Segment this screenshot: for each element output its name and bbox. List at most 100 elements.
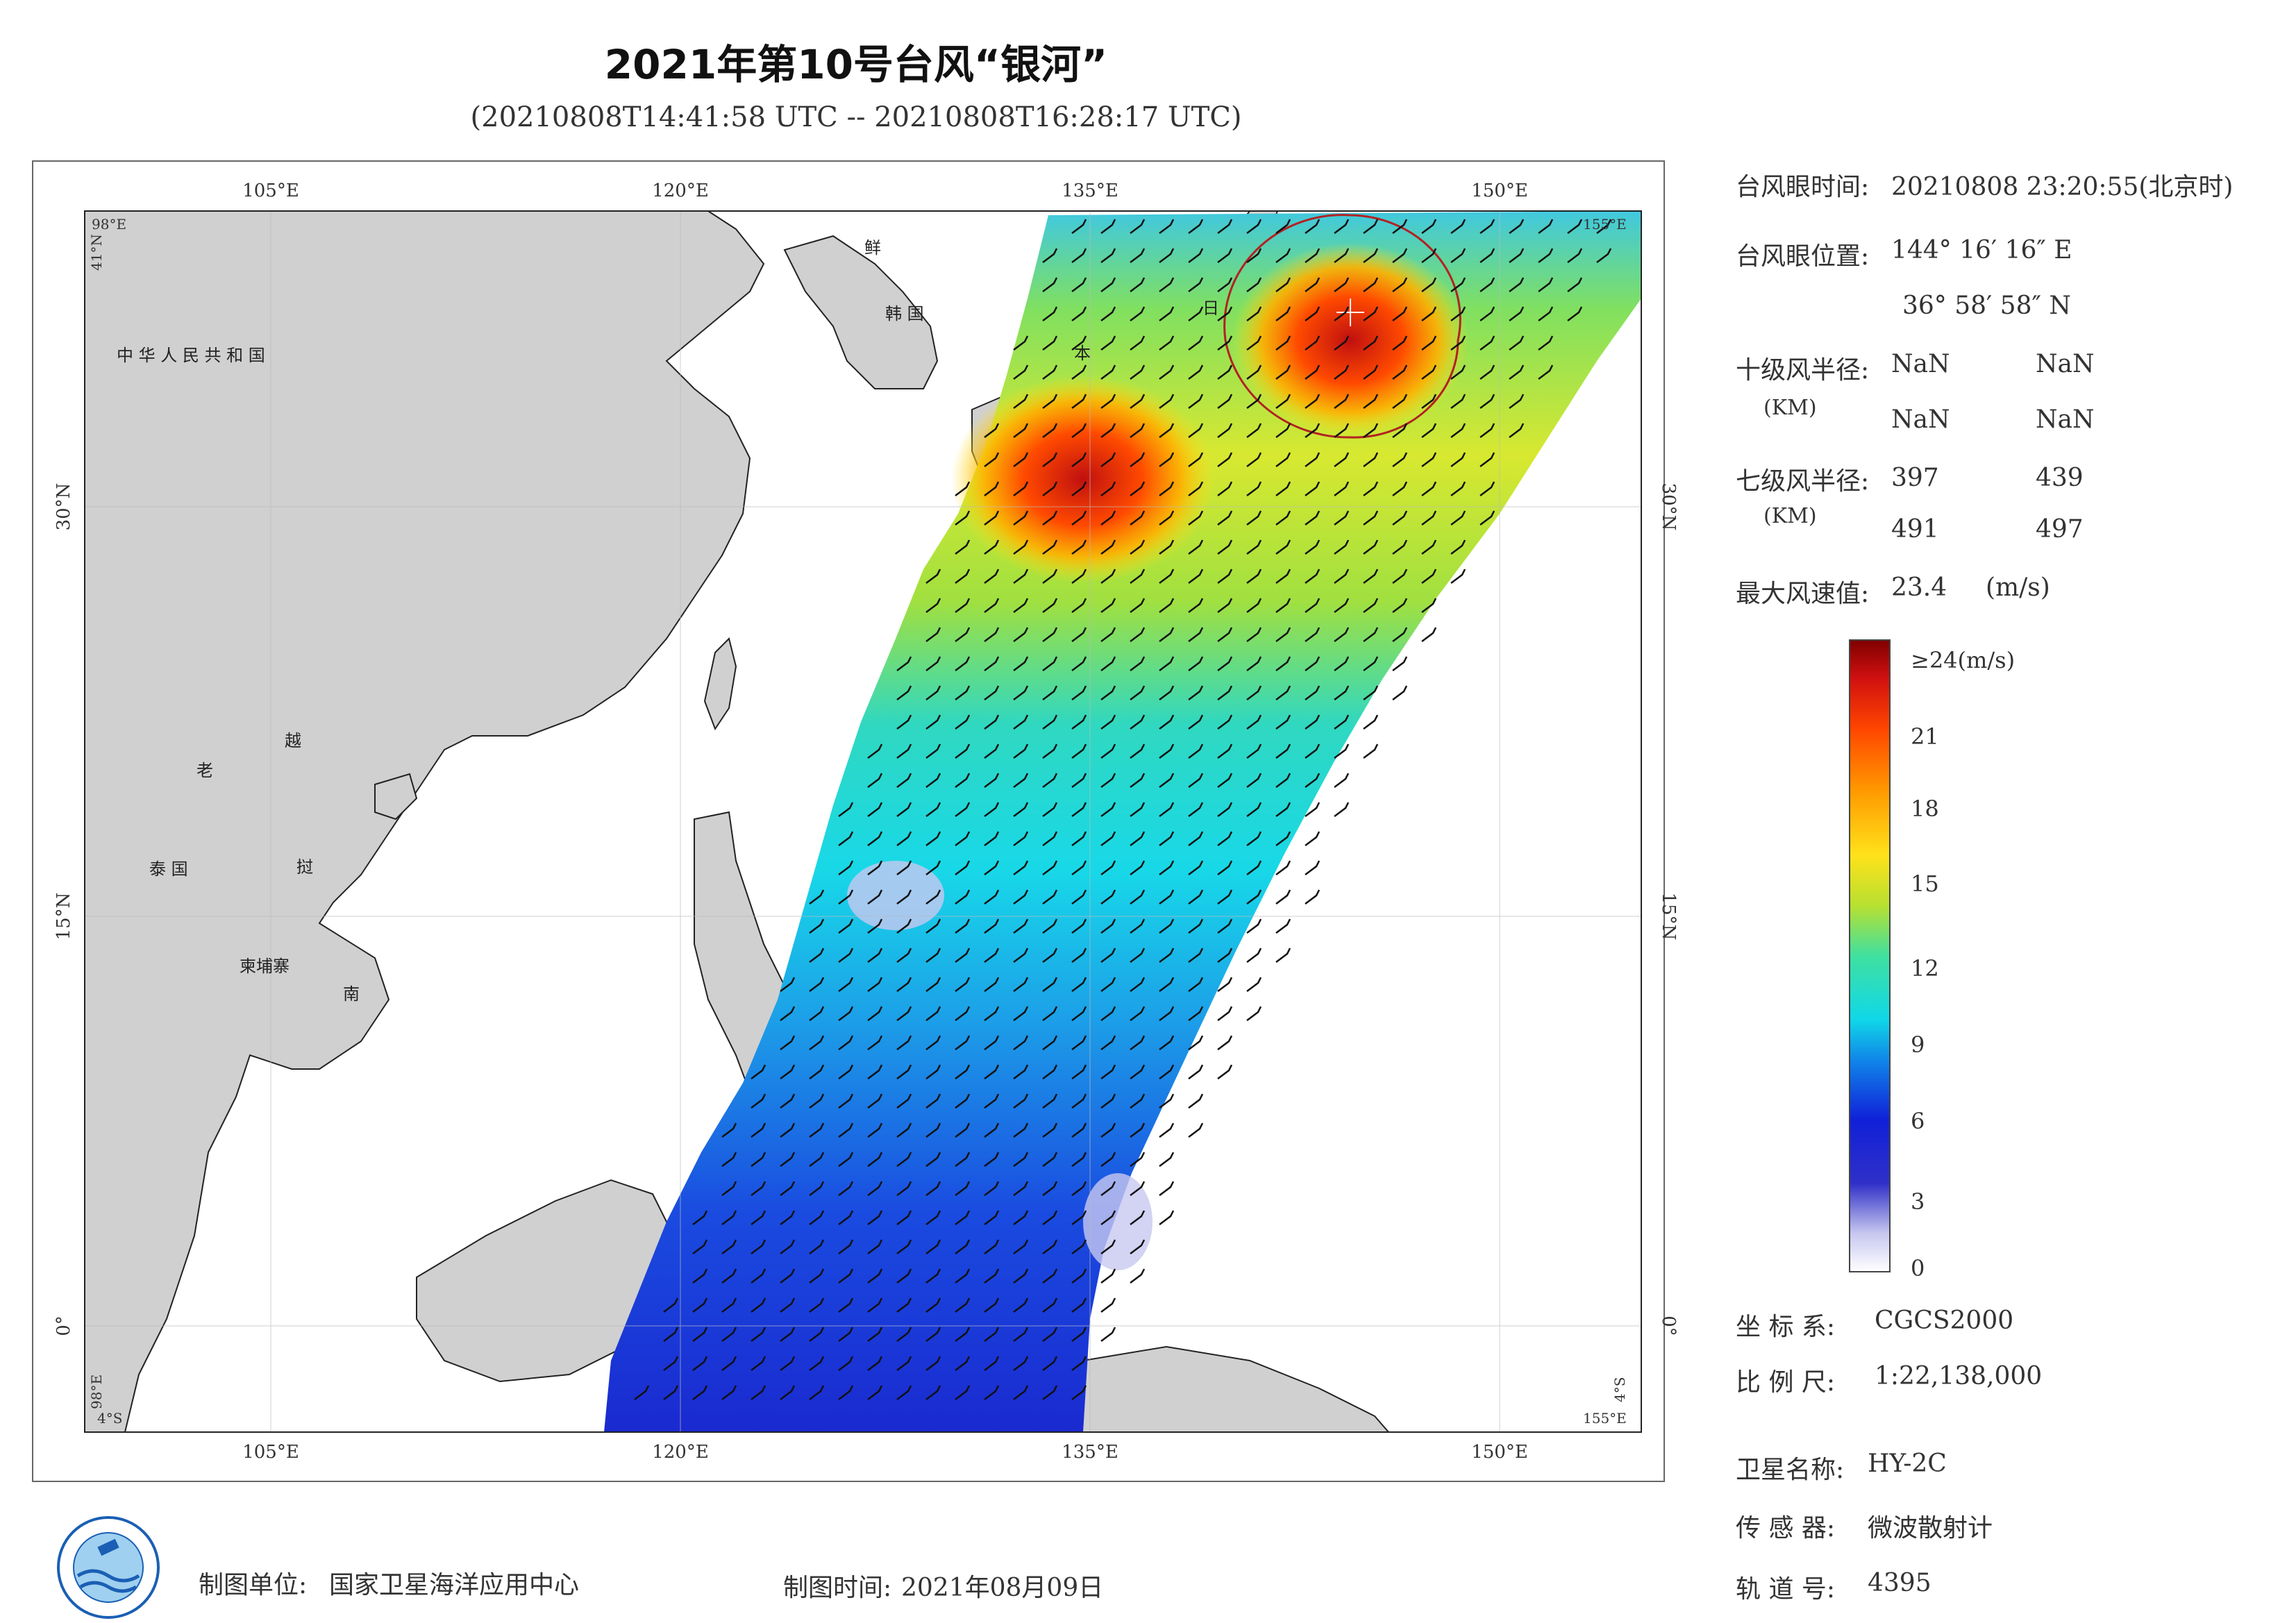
wind-barb — [1538, 248, 1554, 263]
land-taiwan — [703, 637, 737, 731]
wind-barb — [1275, 743, 1291, 759]
wind-barb — [1305, 539, 1321, 555]
wind-barb — [838, 1385, 854, 1400]
max-wind-value: 23.4 — [1891, 573, 1947, 602]
wind-barb — [1100, 364, 1116, 380]
wind-barb — [1217, 306, 1233, 321]
wind-barb — [955, 481, 971, 496]
satellite-label: 卫星名称: — [1736, 1456, 1845, 1484]
wind-barb — [896, 889, 912, 905]
wind-barb — [1305, 860, 1321, 875]
wind-barb — [1275, 598, 1291, 613]
wind-barb — [1071, 1327, 1087, 1342]
wind-barb — [1188, 773, 1204, 788]
wind-barb — [1013, 860, 1029, 875]
eye-pos-lon: 144° 16′ 16″ E — [1891, 236, 2072, 264]
wind-barb — [1275, 510, 1291, 525]
wind-barb — [867, 1356, 883, 1371]
wind-barb — [1188, 948, 1204, 963]
wind-barb — [1363, 277, 1379, 292]
wind-barb — [1480, 277, 1495, 292]
wind-barb — [1246, 364, 1262, 380]
wind-barb — [955, 1356, 971, 1371]
wind-barb — [838, 860, 854, 875]
wind-barb — [1217, 1006, 1233, 1021]
wind-barb — [1013, 364, 1029, 380]
wind-barb — [1480, 452, 1495, 467]
wind-barb — [1159, 306, 1175, 321]
wind-barb — [925, 1356, 941, 1371]
wind-barb — [1275, 685, 1291, 700]
wind-barb — [925, 860, 941, 875]
wind-barb — [1334, 685, 1350, 700]
wind-barb — [1100, 1035, 1116, 1050]
wind-barb — [1130, 889, 1146, 905]
wind-barb — [984, 1152, 1000, 1167]
wind-barb — [1130, 598, 1146, 613]
r10-label: 十级风半径: — [1736, 356, 1870, 385]
wind-barb — [1246, 685, 1262, 700]
wind-barb — [1392, 423, 1408, 438]
wind-barb — [1130, 1152, 1146, 1167]
wind-barb — [721, 1152, 737, 1167]
map-frame — [32, 160, 1665, 1482]
scale-label: 比 例 尺: — [1736, 1368, 1836, 1397]
wind-barb — [1538, 364, 1554, 380]
wind-barb — [1246, 569, 1262, 584]
wind-barb — [1013, 1064, 1029, 1079]
wind-barb — [1217, 656, 1233, 671]
wind-barb — [1275, 802, 1291, 817]
wind-barb — [1275, 831, 1291, 846]
wind-barb — [1042, 1035, 1058, 1050]
wind-barb — [1130, 306, 1146, 321]
wind-barb — [1071, 1152, 1087, 1167]
wind-barb — [1188, 364, 1204, 380]
wind-barb — [896, 1006, 912, 1021]
wind-barb — [1159, 1006, 1175, 1021]
wind-barb — [1480, 510, 1495, 525]
wind-barb — [1100, 1006, 1116, 1021]
wind-barb — [1159, 743, 1175, 759]
wind-barb — [838, 1122, 854, 1138]
wind-barb — [721, 1385, 737, 1400]
wind-barb — [721, 1268, 737, 1284]
wind-barb — [896, 802, 912, 817]
wind-barb — [896, 1327, 912, 1342]
wind-barb — [1275, 219, 1291, 234]
wind-barb — [984, 569, 1000, 584]
wind-barb — [1159, 1064, 1175, 1079]
wind-barb — [1071, 277, 1087, 292]
wind-barb — [1275, 656, 1291, 671]
wind-barb — [1013, 1122, 1029, 1138]
wind-barb — [1450, 510, 1466, 525]
wind-barb — [984, 539, 1000, 555]
wind-barb — [1130, 1181, 1146, 1196]
wind-barb — [1042, 335, 1058, 351]
wind-barb — [1130, 481, 1146, 496]
wind-barb — [1188, 306, 1204, 321]
place-label-china: 中 华 人 民 共 和 国 — [117, 346, 265, 365]
wind-barb — [809, 1006, 825, 1021]
wind-barb — [634, 1385, 650, 1400]
wind-barb — [1042, 1152, 1058, 1167]
r7-label: 七级风半径: — [1736, 467, 1870, 496]
wind-barb — [1334, 773, 1350, 788]
max-wind-unit: (m/s) — [1986, 573, 2050, 602]
place-label-north-korea: 鲜 — [864, 238, 881, 258]
wind-barb — [955, 977, 971, 992]
wind-barb — [1188, 714, 1204, 730]
wind-barb — [1246, 860, 1262, 875]
wind-barb — [1130, 860, 1146, 875]
eye-pos-lat: 36° 58′ 58″ N — [1902, 292, 2071, 320]
map-title: 2021年第10号台风“银河” — [604, 41, 1108, 88]
wind-barb — [1305, 335, 1321, 351]
wind-barb — [1334, 510, 1350, 525]
wind-barb — [1246, 977, 1262, 992]
wind-barb — [1450, 394, 1466, 409]
wind-barb — [809, 1035, 825, 1050]
wind-barb — [1159, 627, 1175, 642]
wind-barb — [721, 1297, 737, 1313]
wind-barb — [1042, 918, 1058, 934]
wind-barb — [925, 1297, 941, 1313]
